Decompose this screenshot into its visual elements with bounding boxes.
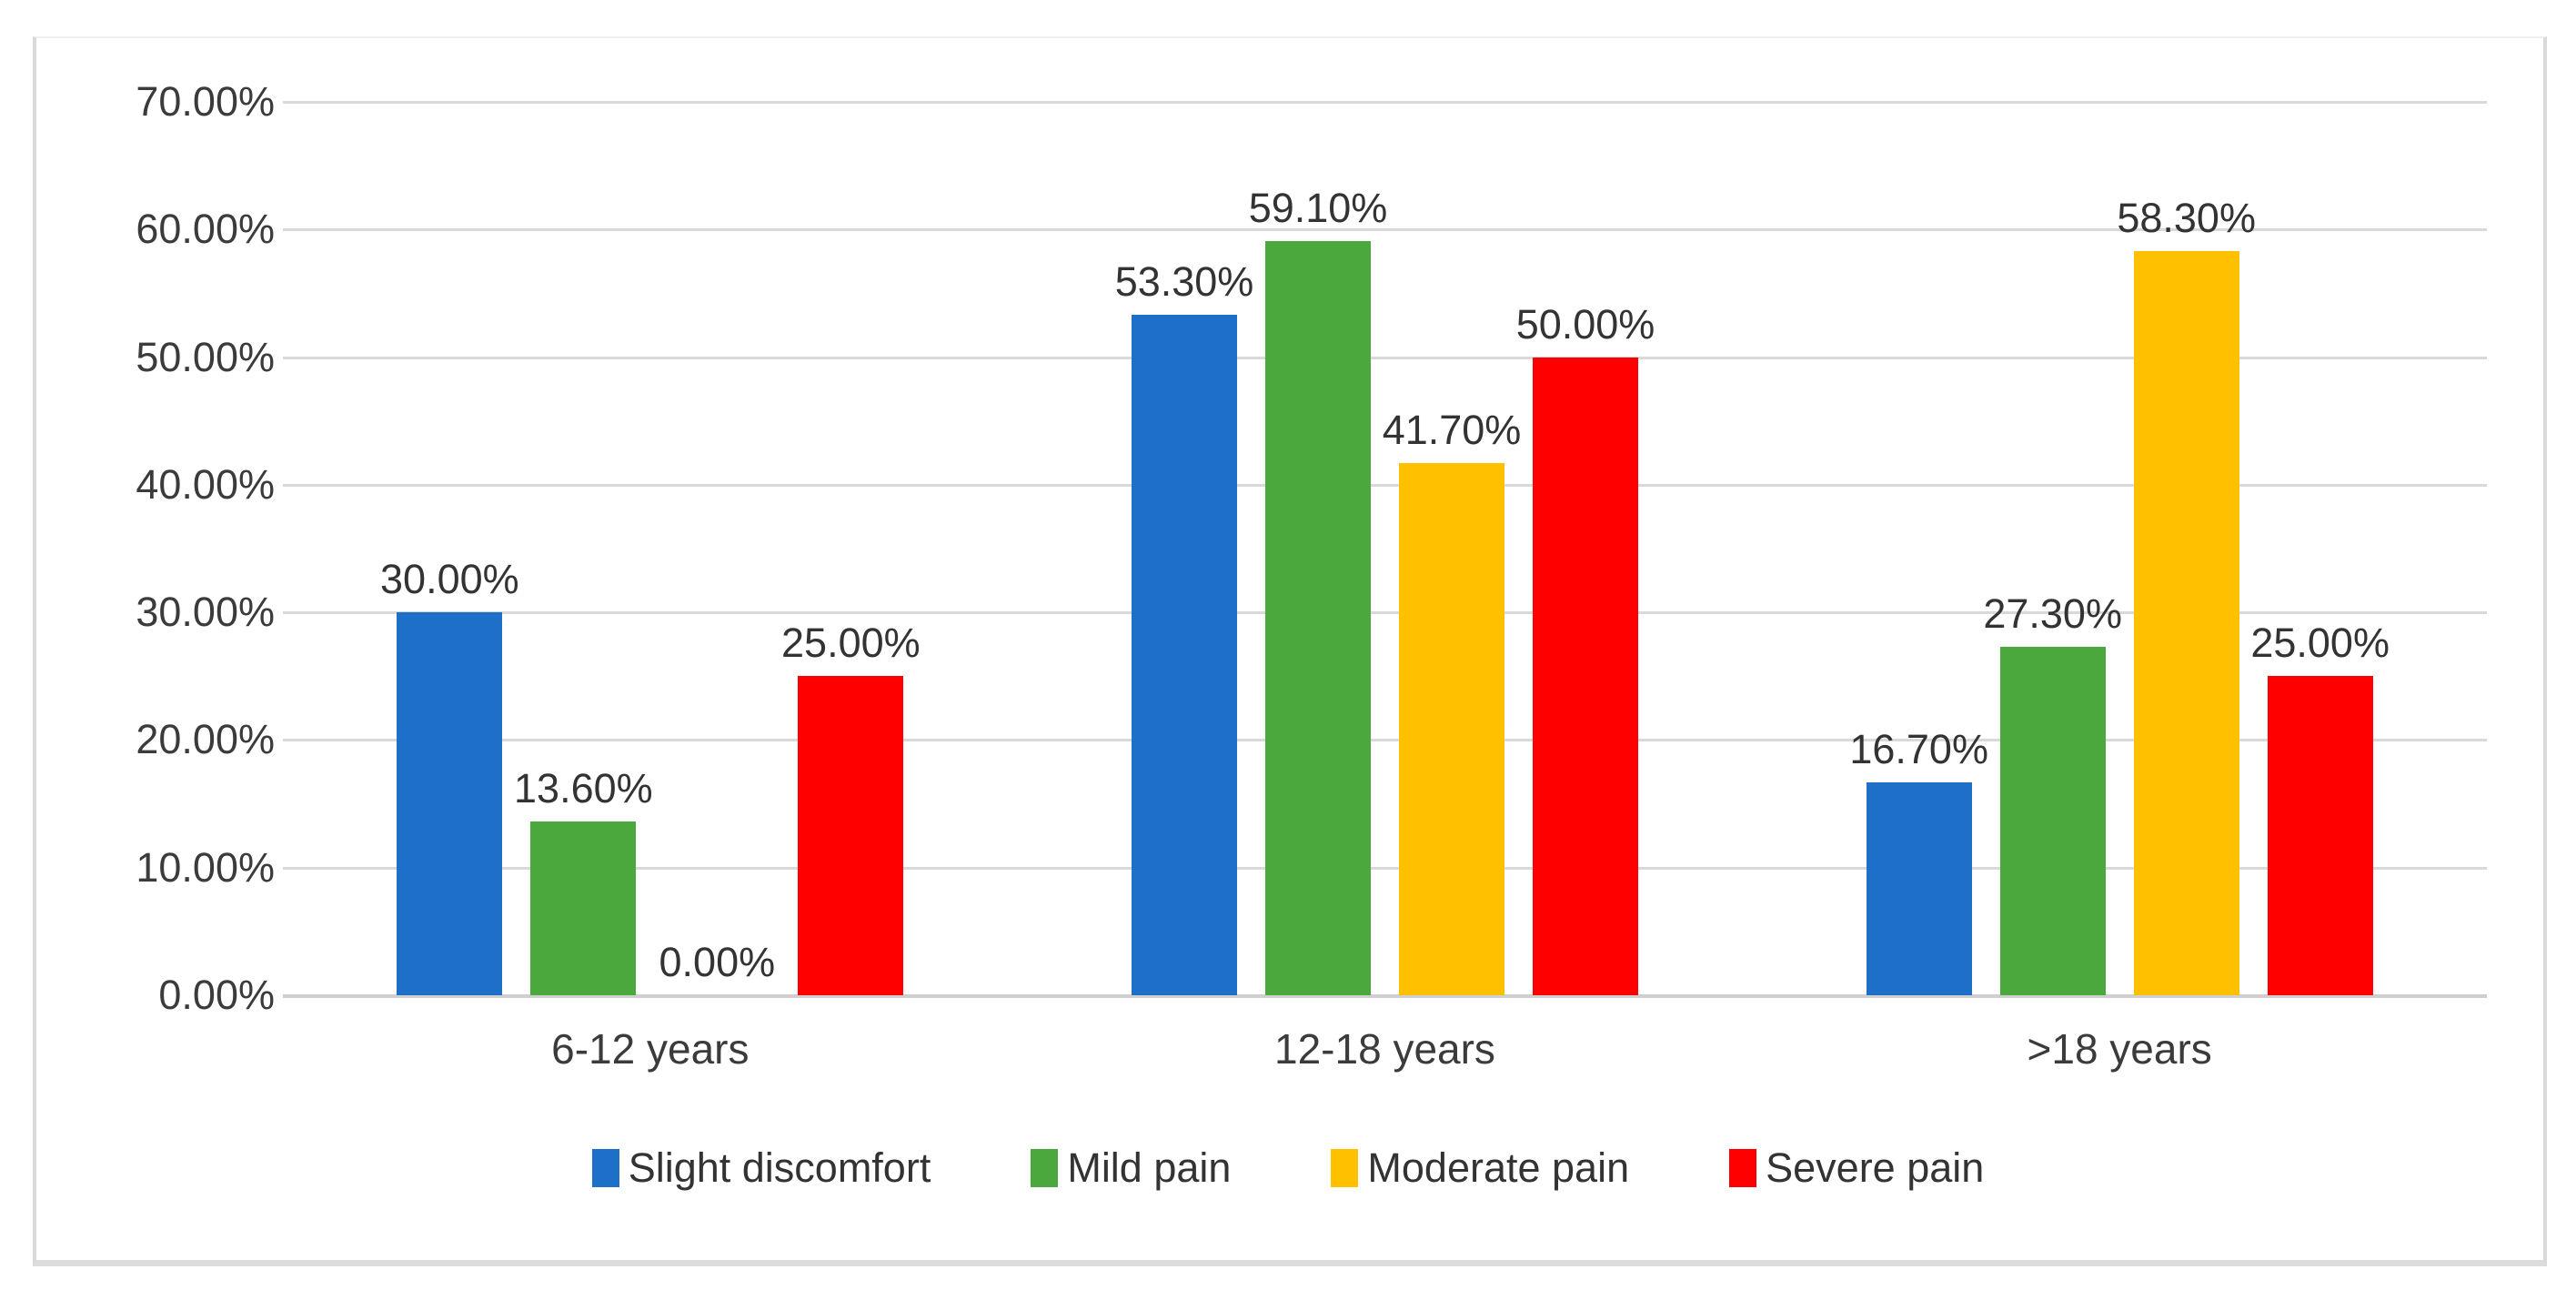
bar [1265, 240, 1371, 995]
legend-item: Severe pain [1729, 1144, 1984, 1192]
legend-swatch [591, 1149, 619, 1187]
bar-value-label: 25.00% [2250, 620, 2390, 667]
bar-value-label: 41.70% [1382, 407, 1522, 453]
bar-value-label: 59.10% [1248, 184, 1388, 231]
bar-value-label: 58.30% [2117, 195, 2256, 242]
legend-label: Severe pain [1766, 1144, 1985, 1191]
bar-value-label: 0.00% [659, 939, 776, 985]
legend-label: Slight discomfort [628, 1144, 931, 1191]
bar-value-label: 30.00% [380, 556, 519, 603]
bar-value-label: 50.00% [1515, 300, 1655, 348]
bar [1866, 781, 1972, 995]
bar-value-label: 16.70% [1849, 725, 1988, 772]
category-label: 6-12 years [551, 1025, 750, 1073]
y-axis-tick-label: 50.00% [136, 333, 275, 380]
y-axis-tick-label: 0.00% [158, 972, 275, 1018]
y-axis-tick-label: 20.00% [136, 716, 275, 763]
legend-item: Moderate pain [1331, 1144, 1629, 1192]
bar-value-label: 25.00% [781, 620, 921, 667]
y-axis-tick-label: 10.00% [136, 843, 275, 891]
bar [1533, 357, 1638, 995]
bar-value-label: 27.30% [1983, 590, 2122, 638]
legend-label: Moderate pain [1367, 1144, 1630, 1191]
gridline [283, 611, 2487, 615]
legend-item: Mild pain [1031, 1144, 1231, 1192]
x-axis-line [283, 994, 2487, 998]
category-label: 12-18 years [1274, 1025, 1495, 1073]
bar [2267, 676, 2373, 995]
chart-legend: Slight discomfort Mild pain Moderate pain S… [0, 1144, 2576, 1192]
category-label: >18 years [2027, 1025, 2212, 1073]
legend-label: Mild pain [1067, 1144, 1232, 1191]
bar [530, 821, 637, 995]
bar [1999, 647, 2106, 995]
bar [1399, 463, 1504, 995]
y-axis-tick-label: 30.00% [136, 589, 275, 636]
gridline [283, 866, 2487, 870]
gridline [283, 483, 2487, 487]
gridline [283, 739, 2487, 742]
bar [798, 676, 904, 995]
bar-value-label: 53.30% [1114, 258, 1254, 306]
y-axis-tick-label: 70.00% [136, 78, 275, 125]
legend-swatch [1331, 1149, 1359, 1187]
gridline [283, 356, 2487, 359]
y-axis-tick-label: 40.00% [136, 460, 275, 508]
bar [397, 612, 503, 995]
bar-value-label: 13.60% [514, 765, 653, 812]
gridline [283, 228, 2487, 232]
legend-swatch [1729, 1149, 1757, 1187]
chart-frame: 0.00% 10.00% 20.00% 30.00% 40.00% 50.00% 60.00… [33, 36, 2547, 1266]
bar [2133, 251, 2239, 995]
legend-swatch [1031, 1149, 1059, 1187]
gridline [283, 101, 2487, 104]
legend-item: Slight discomfort [591, 1144, 931, 1192]
bar [1132, 315, 1237, 995]
y-axis-tick-label: 60.00% [136, 206, 275, 253]
